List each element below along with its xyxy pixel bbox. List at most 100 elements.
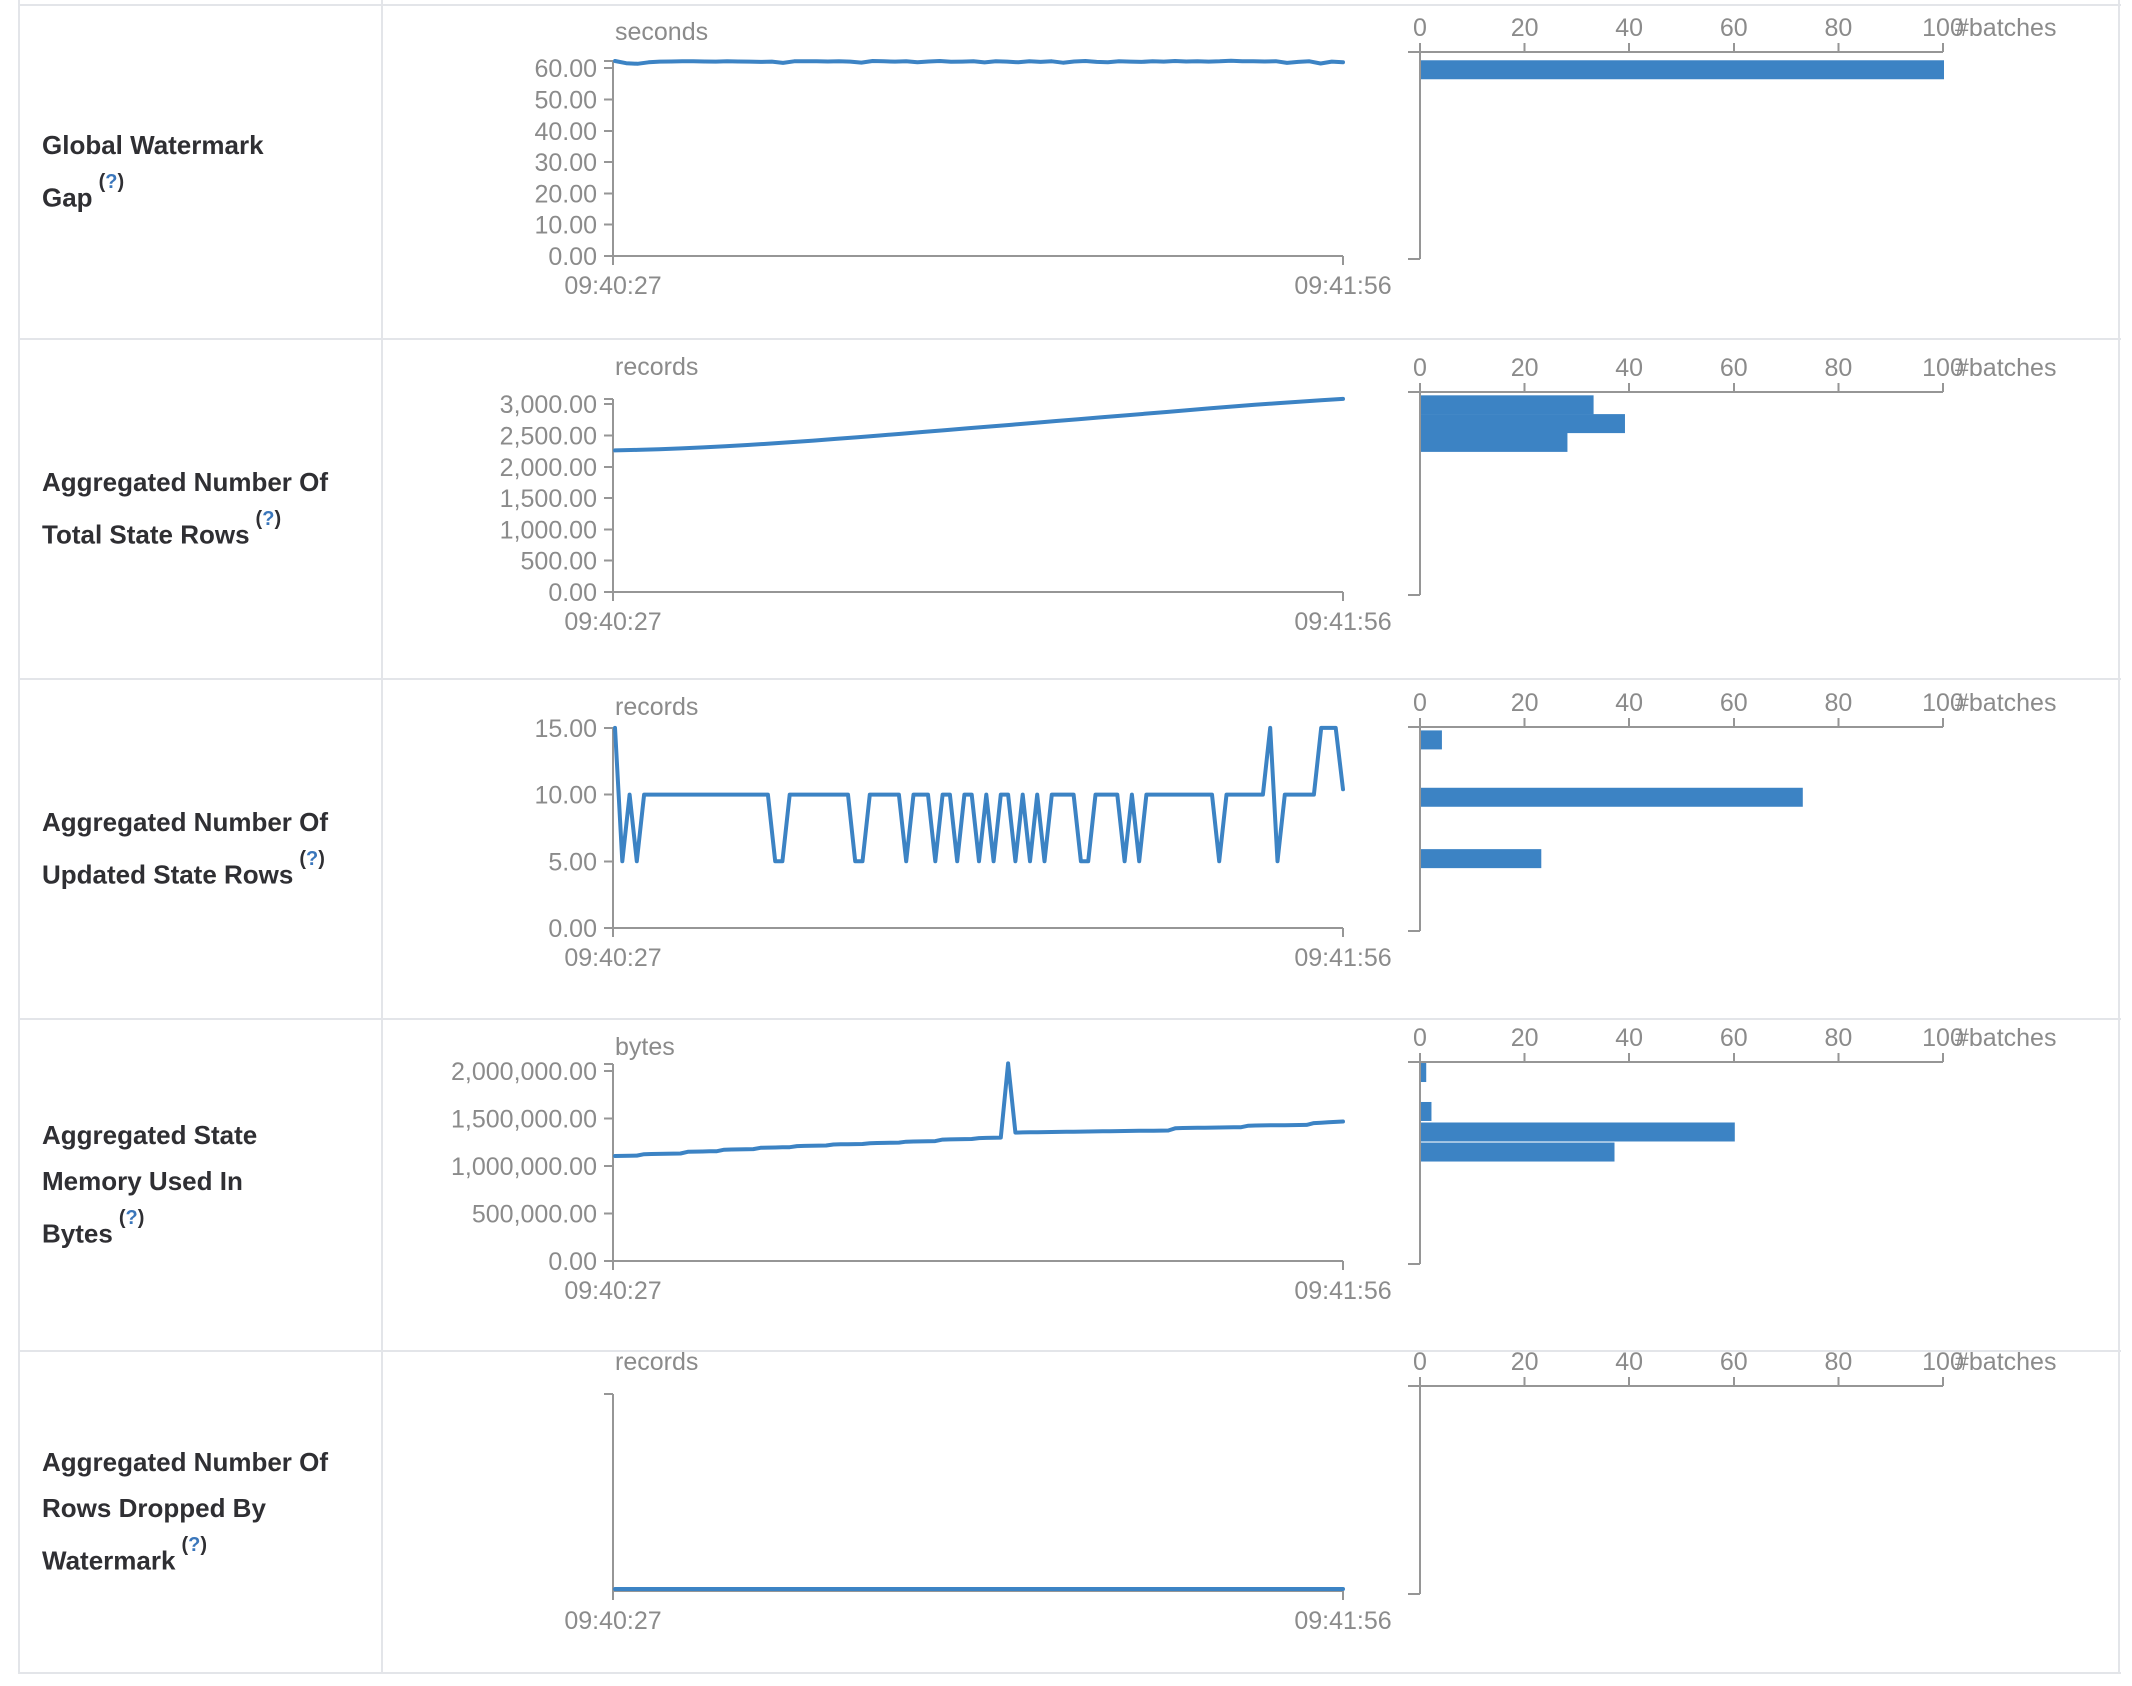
- metric-label-cell: Aggregated Number Of Updated State Rows(…: [20, 678, 381, 1018]
- batches-tick-label: 60: [1720, 689, 1748, 717]
- batches-tick-label: 60: [1720, 1350, 1748, 1376]
- axes: [604, 1053, 1944, 1270]
- time-start-label: 09:40:27: [564, 608, 661, 636]
- y-tick-label: 0.00: [548, 579, 597, 607]
- histogram-chart: [1421, 395, 1625, 452]
- time-end-label: 09:41:56: [1294, 1607, 1391, 1635]
- metric-title: Global Watermark Gap: [42, 129, 264, 213]
- metric-label-cell: Aggregated Number Of Rows Dropped By Wat…: [20, 1350, 381, 1672]
- metric-title: Aggregated State Memory Used In Bytes: [42, 1119, 258, 1249]
- help-link[interactable]: ?: [262, 507, 275, 530]
- row-divider: [18, 1350, 2121, 1352]
- batches-tick-label: 20: [1511, 354, 1539, 382]
- y-tick-label: 40.00: [534, 118, 597, 146]
- row-divider: [18, 338, 2121, 340]
- help-link[interactable]: ?: [306, 847, 319, 870]
- metric-title: Aggregated Number Of Total State Rows: [42, 466, 329, 550]
- help-link[interactable]: ?: [188, 1533, 201, 1556]
- y-tick-label: 0.00: [548, 1248, 597, 1276]
- histogram-bar: [1421, 1142, 1615, 1162]
- batches-tick-label: 100: [1922, 1350, 1964, 1376]
- batches-axis-label: #batches: [1955, 354, 2056, 382]
- batches-tick-label: 100: [1922, 689, 1964, 717]
- batches-tick-label: 80: [1824, 1350, 1852, 1376]
- batches-tick-label: 20: [1511, 1024, 1539, 1052]
- y-tick-label: 10.00: [534, 782, 597, 810]
- timeline-line: [613, 396, 1345, 453]
- y-tick-label: 60.00: [534, 55, 597, 83]
- y-tick-label: 30.00: [534, 149, 597, 177]
- help-link[interactable]: ?: [105, 170, 118, 193]
- metric-label-cell: Aggregated State Memory Used In Bytes(?): [20, 1018, 381, 1350]
- axes: [604, 1377, 1944, 1600]
- time-end-label: 09:41:56: [1294, 1277, 1391, 1305]
- histogram-bar: [1421, 395, 1594, 415]
- help-marker: (?): [118, 1206, 145, 1229]
- y-tick-label: 2,000,000.00: [451, 1058, 597, 1086]
- batches-tick-label: 60: [1720, 354, 1748, 382]
- unit-label: records: [615, 353, 698, 381]
- metric-title: Aggregated Number Of Updated State Rows: [42, 806, 329, 890]
- metric-label-cell: Aggregated Number Of Total State Rows(?): [20, 338, 381, 678]
- histogram-bar: [1421, 1101, 1432, 1121]
- histogram-bar: [1421, 849, 1542, 869]
- batches-tick-label: 60: [1720, 14, 1748, 42]
- histogram-bar: [1421, 432, 1568, 452]
- table-border-right: [2118, 0, 2120, 1672]
- time-end-label: 09:41:56: [1294, 272, 1391, 300]
- batches-tick-label: 20: [1511, 689, 1539, 717]
- batches-tick-label: 100: [1922, 14, 1964, 42]
- batches-tick-label: 0: [1413, 14, 1427, 42]
- y-tick-label: 3,000.00: [500, 391, 597, 419]
- help-link[interactable]: ?: [125, 1206, 138, 1229]
- y-tick-label: 0.00: [548, 243, 597, 271]
- histogram-bar: [1421, 60, 1944, 80]
- table-row: Aggregated Number Of Total State Rows(?)…: [18, 338, 2121, 678]
- table-row: Global Watermark Gap(?) seconds 60.00 50.0…: [18, 4, 2121, 338]
- time-start-label: 09:40:27: [564, 944, 661, 972]
- batches-tick-label: 100: [1922, 354, 1964, 382]
- batches-tick-label: 80: [1824, 354, 1852, 382]
- timeline-line: [613, 725, 1345, 864]
- time-end-label: 09:41:56: [1294, 944, 1391, 972]
- timeline-line: [613, 58, 1345, 66]
- y-tick-label: 15.00: [534, 715, 597, 743]
- batches-tick-label: 0: [1413, 1024, 1427, 1052]
- row-divider: [18, 678, 2121, 680]
- y-tick-label: 10.00: [534, 212, 597, 240]
- batches-tick-label: 40: [1615, 1024, 1643, 1052]
- timeline-histogram-chart: bytes 2,000,000.00 1,500,000.00 1,000,000.0…: [451, 1024, 2056, 1305]
- y-tick-label: 500,000.00: [472, 1201, 597, 1229]
- batches-axis-label: #batches: [1955, 1024, 2056, 1052]
- table-row: Aggregated State Memory Used In Bytes(?)…: [18, 1018, 2121, 1350]
- histogram-bar: [1421, 1122, 1735, 1142]
- time-end-label: 09:41:56: [1294, 608, 1391, 636]
- metric-title: Aggregated Number Of Rows Dropped By Wat…: [42, 1446, 329, 1576]
- batches-tick-label: 0: [1413, 354, 1427, 382]
- help-marker: (?): [181, 1533, 207, 1556]
- batches-axis-label: #batches: [1955, 689, 2056, 717]
- metric-label-cell: Global Watermark Gap(?): [20, 4, 381, 338]
- y-tick-label: 1,000.00: [500, 516, 597, 544]
- time-start-label: 09:40:27: [564, 1607, 661, 1635]
- time-start-label: 09:40:27: [564, 272, 661, 300]
- histogram-bar: [1421, 730, 1442, 750]
- batches-tick-label: 40: [1615, 14, 1643, 42]
- y-tick-label: 2,000.00: [500, 454, 597, 482]
- help-marker: (?): [255, 507, 282, 530]
- histogram-chart: [1421, 1063, 1735, 1162]
- axes: [604, 718, 1944, 937]
- timeline-line: [613, 1061, 1345, 1158]
- help-marker: (?): [299, 847, 325, 870]
- batches-tick-label: 0: [1413, 689, 1427, 717]
- unit-label: records: [615, 1350, 698, 1376]
- batches-tick-label: 80: [1824, 689, 1852, 717]
- timeline-histogram-chart: records 09:40:27 09:41:56 0 20 40 60 80 100#batc…: [564, 1350, 2056, 1635]
- table-border-bottom: [18, 1672, 2121, 1674]
- histogram-bar: [1421, 1063, 1427, 1083]
- batches-axis-label: #batches: [1955, 14, 2056, 42]
- y-tick-label: 1,500.00: [500, 485, 597, 513]
- batches-tick-label: 80: [1824, 14, 1852, 42]
